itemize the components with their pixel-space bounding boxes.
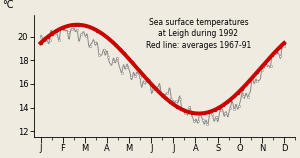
Text: Sea surface temperatures
at Leigh during 1992
Red line: averages 1967-91: Sea surface temperatures at Leigh during…	[146, 18, 251, 50]
Y-axis label: °C: °C	[2, 0, 14, 10]
